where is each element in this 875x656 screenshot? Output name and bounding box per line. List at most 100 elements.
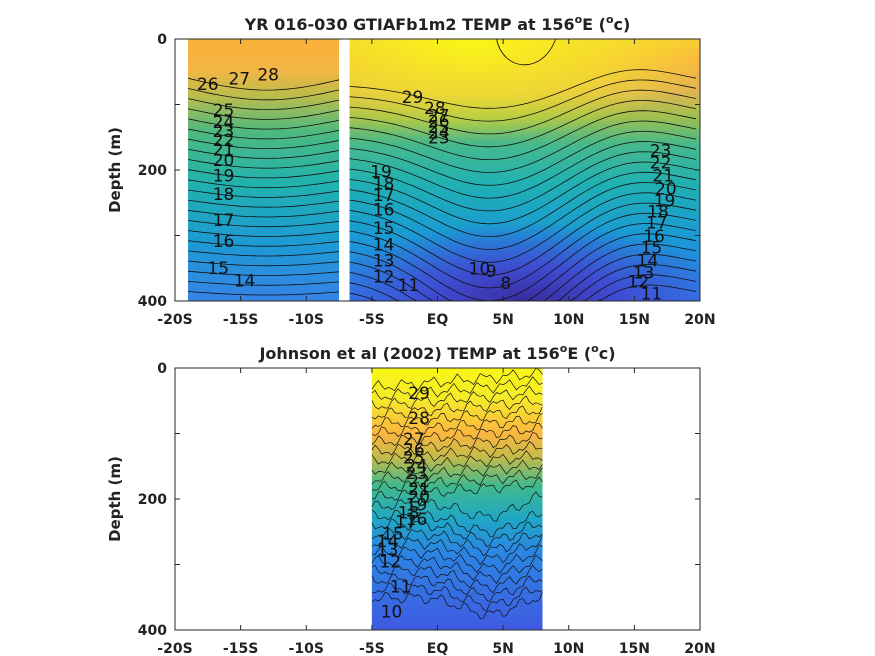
contour-line — [371, 422, 543, 447]
contour-label: 8 — [500, 274, 511, 294]
contour-label: 21 — [408, 480, 430, 500]
contour-label: 14 — [234, 271, 256, 291]
contour-line — [188, 189, 340, 198]
x-tick-label: EQ — [427, 641, 449, 656]
contour-line — [188, 291, 340, 296]
contour-line — [349, 120, 697, 173]
contour-label: 16 — [406, 510, 428, 530]
contour-label: 23 — [213, 122, 235, 142]
contour-label: 12 — [627, 273, 649, 293]
contour-label: 18 — [398, 503, 420, 523]
x-tick-label: -15S — [223, 312, 258, 328]
contour-line — [349, 100, 697, 148]
x-tick-label: -15S — [223, 641, 258, 656]
contour-label: 23 — [406, 464, 428, 484]
contour-label: 29 — [402, 88, 424, 108]
x-tick-label: -5S — [359, 312, 385, 328]
contour-line — [188, 250, 340, 257]
contour-label: 15 — [641, 239, 663, 259]
contour-label: 21 — [652, 167, 674, 187]
contour-line — [371, 564, 543, 594]
contour-label: 24 — [213, 113, 235, 133]
contour-label: 28 — [408, 409, 430, 429]
contour-label: 18 — [647, 203, 669, 223]
x-tick-label: -10S — [289, 641, 324, 656]
contour-line — [371, 467, 543, 492]
contour-line — [371, 554, 543, 584]
contour-label: 15 — [207, 259, 229, 279]
contour-line — [371, 432, 543, 456]
contour-line — [371, 591, 543, 620]
contour-label: 9 — [486, 262, 497, 282]
contour-line — [188, 230, 340, 237]
contour-label: 10 — [469, 260, 491, 280]
contour-line — [371, 395, 543, 420]
contour-line — [371, 376, 543, 401]
contour-label: 29 — [408, 384, 430, 404]
x-tick-label: 20N — [684, 312, 715, 328]
temperature-field — [371, 368, 543, 630]
x-tick-label: EQ — [427, 312, 449, 328]
contour-label: 19 — [406, 496, 428, 516]
y-tick-label: 0 — [157, 361, 167, 377]
x-tick-label: 15N — [619, 312, 650, 328]
contour-line — [188, 128, 340, 140]
contour-label: 13 — [633, 263, 655, 283]
contour-line — [371, 573, 543, 603]
chart-title: YR 016-030 GTIAFb1m2 TEMP at 156oE (oc) — [244, 13, 631, 34]
x-tick-label: 10N — [553, 641, 584, 656]
contour-label: 25 — [403, 448, 425, 468]
contour-label: 17 — [395, 513, 417, 533]
contour-line — [349, 223, 697, 302]
contour-label: 14 — [373, 235, 395, 255]
contour-line — [349, 182, 697, 250]
contour-line — [188, 260, 340, 267]
y-tick-label: 0 — [157, 32, 167, 48]
contour-lines — [371, 367, 543, 620]
y-tick-label: 400 — [138, 294, 167, 310]
y-tick-label: 200 — [138, 492, 167, 508]
y-axis-label: Depth (m) — [106, 456, 124, 542]
panel-1: 26 27 282524232221201918171615142928272625… — [106, 13, 716, 328]
x-tick-label: 10N — [553, 312, 584, 328]
contour-line — [349, 171, 697, 238]
contour-label: 17 — [646, 214, 668, 234]
chart-panels: 26 27 282524232221201918171615142928272625… — [106, 13, 716, 656]
x-tick-label: -5S — [359, 641, 385, 656]
contour-line — [188, 270, 340, 276]
contour-label: 22 — [213, 131, 235, 151]
contour-label: 26 — [197, 75, 219, 95]
contour-label: 20 — [655, 180, 677, 200]
x-tick-label: 5N — [492, 641, 513, 656]
contour-line — [188, 108, 340, 120]
contour-line — [371, 450, 543, 475]
contour-label: 22 — [408, 472, 430, 492]
contour-line — [349, 110, 697, 160]
contour-line — [349, 192, 697, 263]
contour-line — [349, 151, 697, 212]
contour-line — [188, 149, 340, 159]
contour-label: 19 — [654, 191, 676, 211]
contour-line — [371, 535, 543, 565]
contour-label: 28 — [424, 99, 446, 119]
contour-line — [188, 209, 340, 218]
contour-labels: 26 27 282524232221201918171615142928272625… — [197, 66, 677, 305]
contour-label: 17 — [213, 211, 235, 231]
contour-line — [371, 491, 543, 522]
contour-line — [349, 212, 697, 289]
contour-label: 20 — [408, 488, 430, 508]
contour-line — [188, 98, 340, 111]
contour-line — [349, 69, 697, 109]
y-tick-label: 200 — [138, 163, 167, 179]
contour-label: 16 — [643, 227, 665, 247]
contour-label: 19 — [370, 163, 392, 183]
contour-label: 11 — [390, 577, 412, 597]
contour-line — [371, 459, 543, 485]
contour-label: 24 — [406, 456, 428, 476]
x-tick-label: -20S — [157, 312, 192, 328]
contour-line — [188, 77, 340, 91]
contour-line — [371, 544, 543, 574]
contour-line — [371, 526, 543, 557]
contour-label: 18 — [213, 185, 235, 205]
